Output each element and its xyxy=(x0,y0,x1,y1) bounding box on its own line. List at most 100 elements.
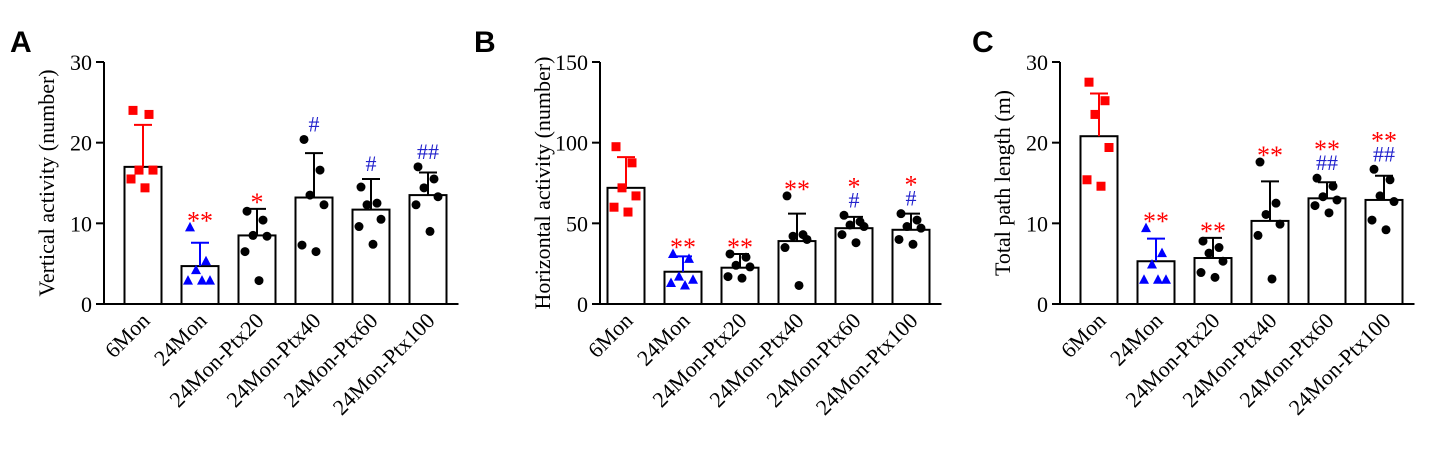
data-point xyxy=(908,239,918,249)
y-tick-label: 50 xyxy=(566,211,588,236)
data-point xyxy=(1381,225,1391,235)
data-point xyxy=(741,252,751,262)
data-point xyxy=(894,234,904,244)
data-point xyxy=(1157,247,1167,258)
data-point xyxy=(240,247,250,257)
data-point xyxy=(1100,96,1110,106)
panel-letter: B xyxy=(474,26,496,59)
data-point xyxy=(896,209,906,219)
data-point xyxy=(1312,173,1322,183)
data-point xyxy=(837,230,847,240)
data-point xyxy=(1375,191,1385,201)
data-point xyxy=(311,247,321,257)
data-point xyxy=(144,109,154,119)
significance-star: * xyxy=(251,188,264,217)
data-point xyxy=(134,165,144,175)
data-point xyxy=(242,206,252,216)
data-point xyxy=(1153,274,1163,284)
data-point xyxy=(248,230,258,240)
data-point xyxy=(1161,274,1171,284)
category-label: 24Mon-Ptx100 xyxy=(1284,308,1396,420)
data-point xyxy=(411,200,421,210)
data-point xyxy=(745,262,755,272)
data-point xyxy=(668,248,678,258)
y-tick-label: 20 xyxy=(70,131,92,156)
data-point xyxy=(684,253,694,263)
data-point xyxy=(666,277,676,288)
data-point xyxy=(916,223,926,233)
y-axis-title: Horizontal activity (number) xyxy=(530,57,555,310)
data-point xyxy=(788,231,798,241)
data-point xyxy=(1367,215,1377,225)
y-tick-label: 0 xyxy=(577,292,588,317)
data-point xyxy=(623,207,633,217)
category-label: 6Mon xyxy=(1056,308,1111,363)
y-tick-label: 150 xyxy=(555,50,588,75)
data-point xyxy=(1210,272,1220,282)
significance-hash: ## xyxy=(1316,150,1338,175)
significance-star: * xyxy=(848,172,861,201)
data-point xyxy=(723,272,733,282)
y-axis-title: Vertical activity (number) xyxy=(34,69,59,296)
y-tick-label: 30 xyxy=(70,50,92,75)
significance-star: * xyxy=(905,171,918,200)
data-point xyxy=(413,162,423,172)
data-point xyxy=(197,275,207,285)
significance-star: ** xyxy=(1314,135,1340,164)
data-point xyxy=(433,192,443,202)
data-point xyxy=(191,264,201,275)
y-tick-label: 0 xyxy=(81,292,92,317)
data-point xyxy=(354,222,364,232)
significance-star: ** xyxy=(1200,217,1226,246)
data-point xyxy=(1082,175,1092,185)
data-point xyxy=(148,165,158,175)
data-point xyxy=(627,158,637,168)
data-point xyxy=(1271,198,1281,208)
data-point xyxy=(1389,197,1399,207)
data-point xyxy=(1253,230,1263,240)
data-point xyxy=(912,215,922,225)
data-point xyxy=(372,198,382,208)
y-tick-label: 0 xyxy=(1037,292,1048,317)
significance-hash: # xyxy=(849,187,860,212)
data-point xyxy=(1147,258,1157,269)
data-point xyxy=(1214,243,1224,253)
bar-24mon-ptx100 xyxy=(408,194,448,306)
data-point xyxy=(1310,201,1320,211)
data-point xyxy=(1218,256,1228,266)
data-point xyxy=(737,273,747,283)
y-tick-label: 100 xyxy=(555,131,588,156)
data-point xyxy=(1328,181,1338,191)
data-point xyxy=(376,214,386,224)
significance-star: ** xyxy=(187,206,213,235)
significance-star: ** xyxy=(1371,126,1397,155)
category-label: 6Mon xyxy=(100,308,155,363)
data-point xyxy=(617,183,627,193)
data-point xyxy=(1261,209,1271,219)
data-point xyxy=(1084,77,1094,87)
bar-24mon-ptx20 xyxy=(237,234,277,305)
data-point xyxy=(680,279,690,290)
panel-letter: C xyxy=(972,26,994,59)
data-point xyxy=(1141,222,1151,233)
data-point xyxy=(631,191,641,201)
panel-letter: A xyxy=(10,26,32,59)
data-point xyxy=(140,183,150,193)
data-point xyxy=(794,280,804,290)
data-point xyxy=(780,243,790,253)
bar-24mon-ptx100 xyxy=(1364,198,1404,305)
data-point xyxy=(1369,164,1379,174)
data-point xyxy=(419,183,429,193)
data-point xyxy=(1324,208,1334,218)
data-point xyxy=(128,105,138,115)
data-point xyxy=(1255,157,1265,167)
data-point xyxy=(1139,274,1149,284)
data-point xyxy=(1196,268,1206,278)
data-point xyxy=(205,275,215,285)
data-point xyxy=(425,226,435,236)
data-point xyxy=(1104,143,1114,153)
data-point xyxy=(1275,219,1285,229)
data-point xyxy=(183,275,193,285)
data-point xyxy=(609,202,619,212)
